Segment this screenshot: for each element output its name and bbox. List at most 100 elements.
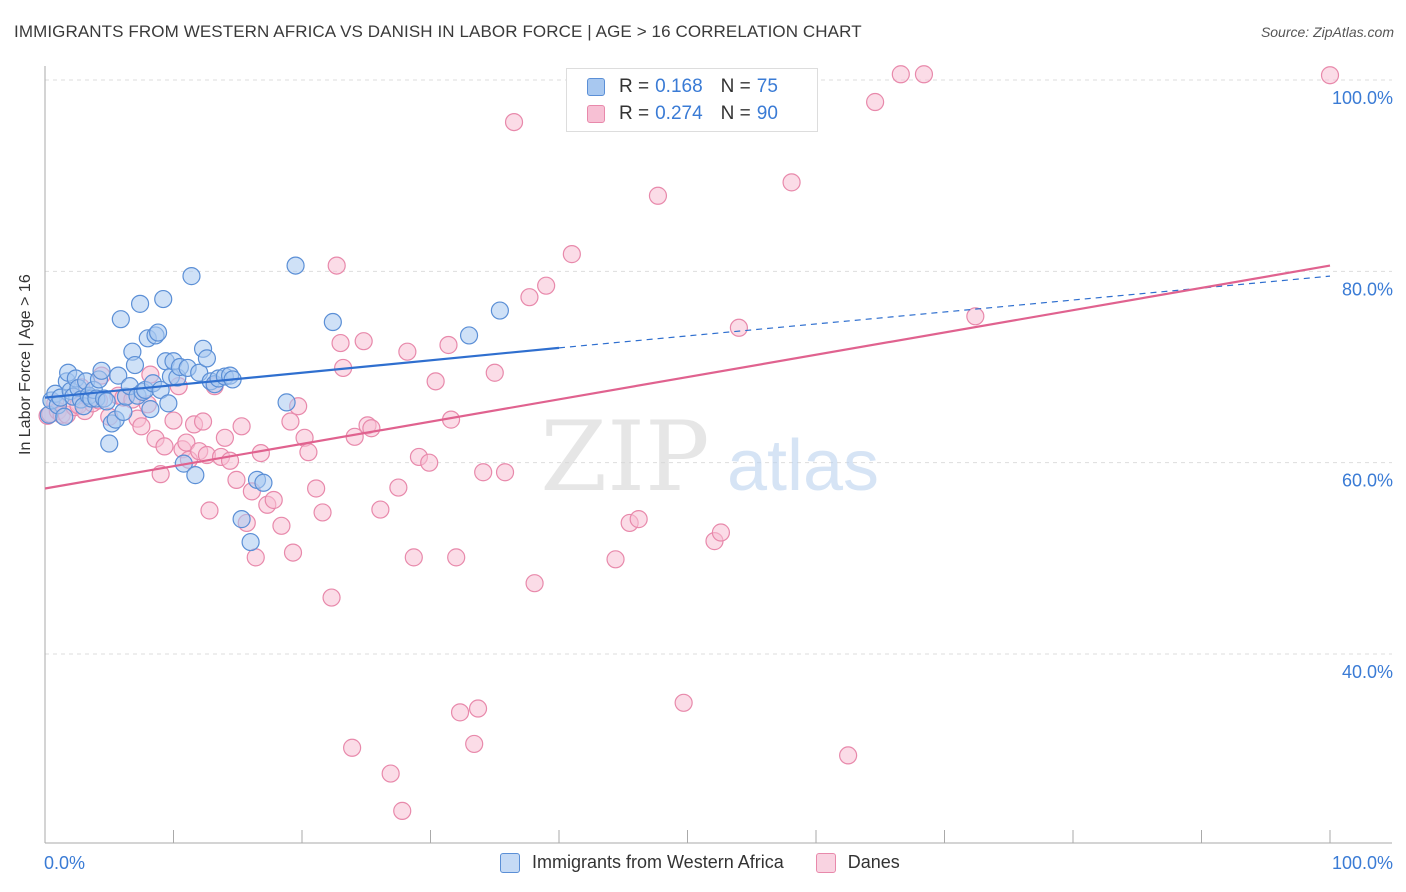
danes-point	[474, 463, 493, 482]
danes-point	[520, 288, 539, 307]
danes-point	[283, 543, 303, 562]
source-label: Source: ZipAtlas.com	[1260, 24, 1394, 40]
danes-point	[1320, 66, 1340, 85]
danes-point	[362, 419, 381, 438]
danes-point	[246, 548, 265, 567]
danes-point	[562, 245, 581, 264]
x-tick-label: 100.0%	[1332, 853, 1393, 873]
legend-label: Danes	[847, 852, 900, 872]
n-label: N =	[720, 103, 751, 124]
danes-point	[327, 256, 346, 275]
danes-point	[966, 307, 985, 326]
stats-legend: R = 0.168 N = 75 R = 0.274 N = 90	[566, 68, 818, 132]
western-africa-point	[130, 294, 150, 313]
western-africa-point	[109, 366, 128, 385]
danes-point	[331, 333, 350, 353]
y-tick-label: 80.0%	[1342, 279, 1393, 299]
danes-point	[782, 173, 801, 192]
danes-point	[891, 65, 910, 84]
legend-swatch-pink	[587, 105, 605, 123]
western-africa-point	[154, 289, 173, 309]
danes-point	[281, 412, 300, 431]
stats-row-western-africa: R = 0.168 N = 75	[587, 75, 778, 99]
western-africa-points	[39, 256, 509, 552]
danes-point	[629, 510, 648, 529]
r-label: R =	[619, 76, 650, 97]
legend-swatch-pink	[815, 852, 836, 873]
danes-point	[299, 443, 318, 462]
danes-point	[232, 417, 251, 436]
watermark-atlas: atlas	[727, 426, 879, 506]
danes-point	[426, 372, 445, 391]
danes-point	[420, 453, 439, 472]
chart-title: IMMIGRANTS FROM WESTERN AFRICA VS DANISH…	[14, 22, 862, 41]
danes-point	[606, 550, 625, 569]
western-africa-point	[490, 301, 509, 320]
western-africa-point	[197, 349, 217, 368]
danes-point	[313, 503, 332, 522]
y-tick-label: 40.0%	[1342, 662, 1393, 682]
western-africa-point	[232, 510, 251, 529]
western-africa-point	[277, 393, 296, 412]
danes-point	[450, 703, 470, 722]
danes-point	[393, 801, 412, 820]
danes-point	[389, 478, 408, 497]
danes-point	[322, 588, 341, 607]
western-africa-point	[55, 407, 74, 426]
series-legend: Immigrants from Western Africa Danes	[500, 852, 932, 873]
danes-point	[200, 501, 219, 520]
n-value: 75	[756, 76, 778, 97]
danes-point	[914, 65, 934, 84]
western-africa-point	[182, 267, 201, 286]
r-label: R =	[619, 103, 650, 124]
danes-point	[674, 693, 693, 712]
y-axis-label: In Labor Force | Age > 16	[17, 274, 34, 455]
danes-trend-line	[44, 264, 1331, 490]
western-africa-point	[159, 394, 178, 413]
western-africa-point	[125, 355, 145, 375]
danes-point	[354, 332, 373, 351]
axes	[44, 66, 1392, 844]
western-africa-point	[141, 399, 160, 419]
danes-point	[504, 112, 524, 132]
danes-point	[371, 500, 390, 519]
western-africa-trend-extension	[558, 275, 1331, 349]
western-africa-point	[459, 326, 479, 345]
western-africa-point	[100, 434, 119, 453]
stats-row-danes: R = 0.274 N = 90	[587, 102, 778, 126]
danes-point	[537, 276, 556, 295]
n-label: N =	[720, 76, 751, 97]
legend-swatch-blue	[587, 78, 605, 96]
tick-labels: 40.0% 60.0% 80.0% 100.0% 0.0% 100.0%	[44, 88, 1393, 873]
danes-point	[525, 574, 544, 593]
legend-item-danes[interactable]: Danes	[815, 852, 900, 873]
western-africa-point	[241, 532, 260, 552]
n-value: 90	[756, 103, 778, 124]
watermark-zip: ZIP	[540, 401, 709, 513]
danes-point	[272, 516, 291, 535]
danes-point	[343, 738, 362, 757]
western-africa-point	[111, 310, 130, 329]
danes-point	[711, 523, 731, 542]
western-africa-point	[92, 361, 111, 380]
danes-point	[215, 428, 234, 447]
danes-point	[839, 746, 858, 765]
r-value: 0.168	[655, 76, 703, 97]
danes-point	[398, 342, 417, 361]
danes-point	[465, 734, 484, 754]
legend-label: Immigrants from Western Africa	[532, 852, 784, 872]
danes-point	[381, 764, 400, 783]
watermark: ZIP atlas	[540, 401, 879, 513]
danes-point	[439, 335, 458, 355]
grid-lines	[45, 79, 1392, 655]
danes-point	[447, 548, 466, 567]
danes-point	[193, 412, 213, 431]
danes-point	[468, 699, 488, 718]
legend-item-western-africa[interactable]: Immigrants from Western Africa	[500, 852, 784, 873]
x-tick-label: 0.0%	[44, 853, 85, 873]
western-africa-point	[286, 256, 305, 275]
danes-point	[227, 470, 246, 489]
danes-point	[307, 479, 326, 498]
western-africa-point	[148, 323, 168, 342]
legend-swatch-blue	[500, 852, 520, 873]
